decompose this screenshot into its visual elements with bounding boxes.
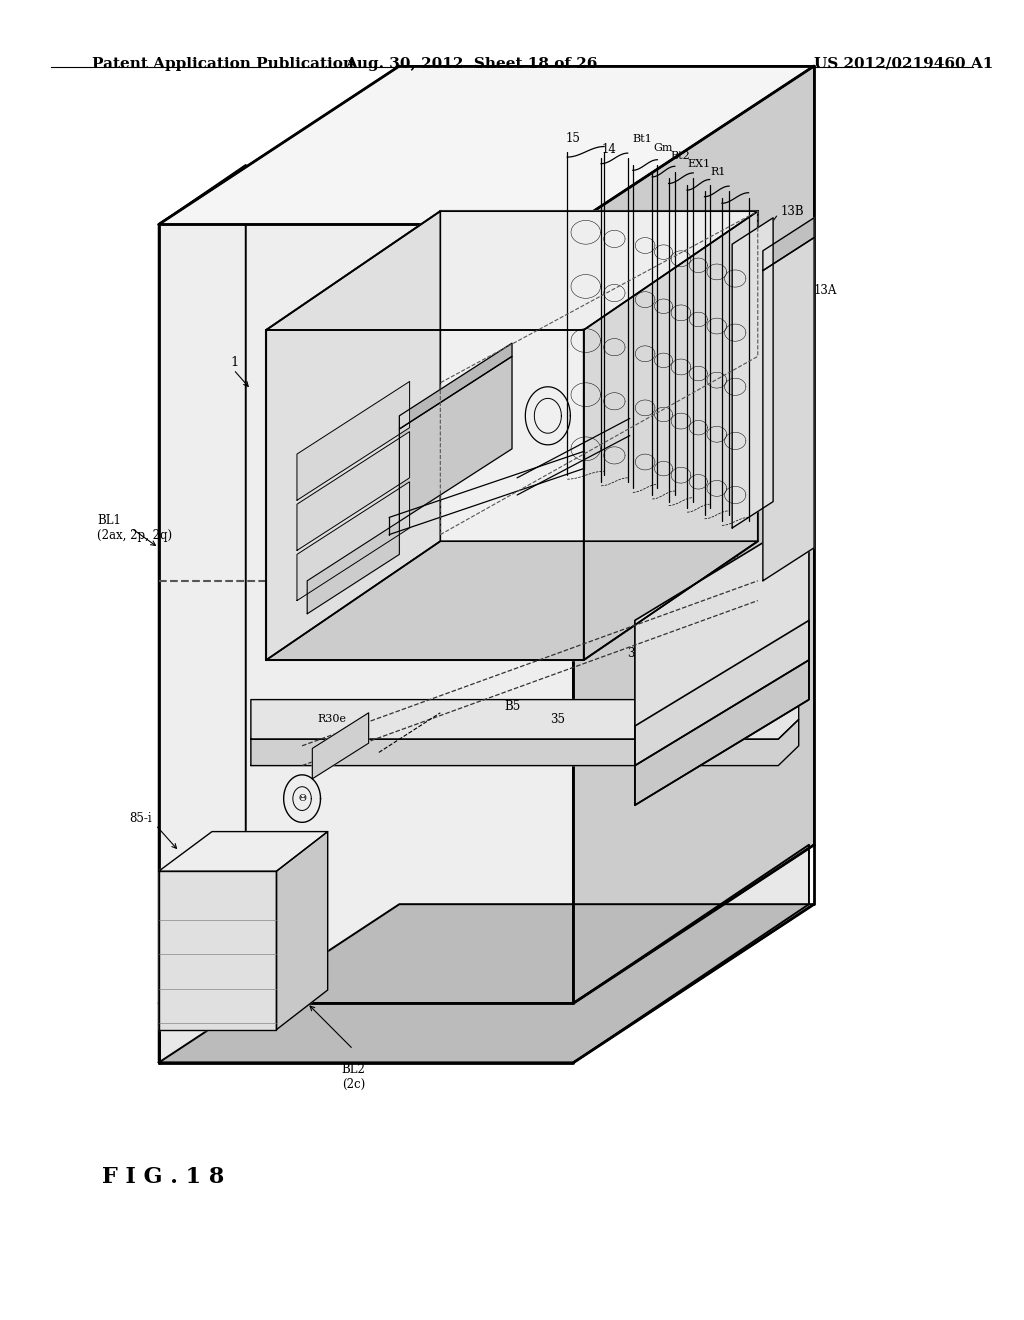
Polygon shape (732, 218, 773, 528)
Text: F I G . 1 8: F I G . 1 8 (102, 1166, 225, 1188)
Text: 59: 59 (428, 528, 442, 541)
Text: 7X4: 7X4 (276, 409, 300, 422)
Polygon shape (159, 845, 809, 1063)
Text: Gm: Gm (653, 143, 674, 153)
Text: 1: 1 (230, 356, 239, 370)
Text: Bt4: Bt4 (730, 477, 751, 487)
Polygon shape (266, 541, 758, 660)
Text: R1: R1 (710, 166, 726, 177)
Text: 34: 34 (466, 565, 480, 578)
Polygon shape (312, 713, 369, 779)
Polygon shape (251, 719, 799, 766)
Text: 13B: 13B (780, 205, 804, 218)
Text: 85-i: 85-i (129, 812, 152, 825)
Polygon shape (635, 620, 809, 766)
Text: ET1: ET1 (486, 366, 510, 379)
Text: Bt2: Bt2 (670, 150, 690, 161)
Text: R30c: R30c (506, 477, 535, 487)
Text: B5: B5 (504, 700, 520, 713)
Polygon shape (159, 66, 814, 224)
Text: 30: 30 (456, 257, 472, 271)
Text: B53: B53 (292, 554, 315, 568)
Text: 51: 51 (722, 581, 736, 594)
Text: 5: 5 (759, 653, 767, 667)
Polygon shape (399, 356, 512, 521)
Text: 31: 31 (730, 515, 744, 528)
Polygon shape (297, 432, 410, 550)
Text: R30f: R30f (364, 560, 390, 570)
Text: BL2
(2c): BL2 (2c) (341, 1063, 366, 1090)
Polygon shape (159, 904, 814, 1063)
Polygon shape (763, 218, 814, 271)
Text: B5: B5 (766, 462, 782, 475)
Text: R51: R51 (724, 556, 746, 566)
Text: Aug. 30, 2012  Sheet 18 of 26: Aug. 30, 2012 Sheet 18 of 26 (345, 57, 597, 71)
Text: R30e: R30e (317, 714, 346, 725)
Text: B5: B5 (570, 647, 587, 660)
Polygon shape (307, 521, 399, 614)
Polygon shape (276, 832, 328, 1030)
Polygon shape (159, 871, 276, 1030)
Text: R4: R4 (482, 490, 499, 500)
Polygon shape (159, 165, 246, 1003)
Polygon shape (251, 700, 799, 739)
Polygon shape (635, 660, 809, 805)
Polygon shape (399, 343, 512, 429)
Text: 15: 15 (566, 132, 581, 145)
Text: 53: 53 (317, 495, 333, 508)
Text: US 2012/0219460 A1: US 2012/0219460 A1 (814, 57, 993, 71)
Text: 4: 4 (380, 473, 388, 486)
Polygon shape (266, 330, 584, 660)
Polygon shape (297, 381, 410, 500)
Text: Bt1: Bt1 (632, 133, 652, 144)
Text: Patent Application Publication: Patent Application Publication (92, 57, 354, 71)
Text: B4: B4 (407, 471, 423, 484)
Text: R30d: R30d (537, 490, 565, 500)
Polygon shape (297, 482, 410, 601)
Polygon shape (159, 224, 573, 1003)
Polygon shape (159, 832, 328, 871)
Polygon shape (763, 238, 814, 581)
Polygon shape (266, 211, 758, 330)
Polygon shape (635, 515, 809, 805)
Text: 13A: 13A (814, 284, 838, 297)
Polygon shape (573, 66, 814, 1003)
Text: EX1: EX1 (688, 158, 711, 169)
Text: 34: 34 (497, 521, 511, 535)
Polygon shape (266, 211, 440, 660)
Text: Θ: Θ (298, 795, 306, 803)
Text: 35: 35 (551, 713, 565, 726)
Text: 35: 35 (628, 647, 642, 660)
Text: 153: 153 (295, 594, 317, 607)
Text: BL1
(2ax, 2p, 2q): BL1 (2ax, 2p, 2q) (97, 513, 172, 543)
Text: 14: 14 (602, 143, 616, 156)
Polygon shape (584, 211, 758, 660)
